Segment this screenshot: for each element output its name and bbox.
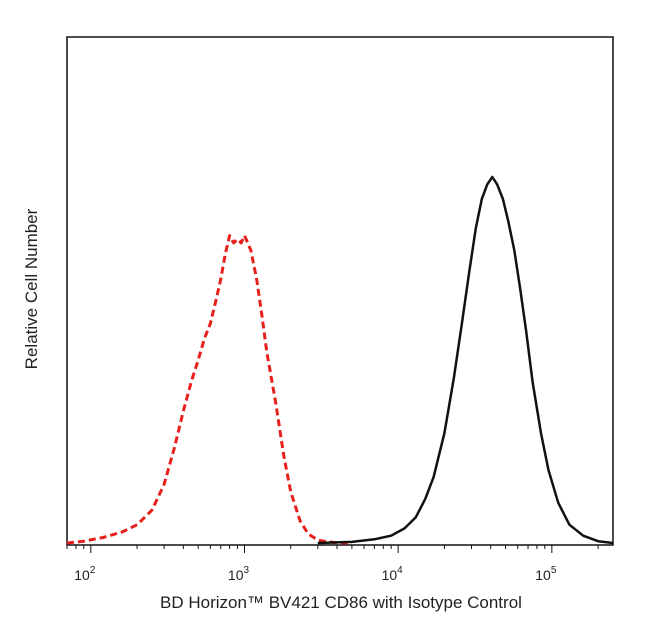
x-axis-ticks: 102 103 104 105 <box>66 545 599 583</box>
x-tick-label-4: 105 <box>535 565 557 583</box>
series-line-2 <box>317 175 614 545</box>
y-axis-title: Relative Cell Number <box>22 208 41 369</box>
series-layer <box>66 175 614 545</box>
x-tick-label-2: 103 <box>228 565 250 583</box>
series-line-1 <box>66 234 352 545</box>
x-tick-label-3: 104 <box>382 565 404 583</box>
plot-frame <box>66 36 614 546</box>
x-tick-label-1: 102 <box>74 565 96 583</box>
x-axis-title: BD Horizon™ BV421 CD86 with Isotype Cont… <box>160 593 522 612</box>
